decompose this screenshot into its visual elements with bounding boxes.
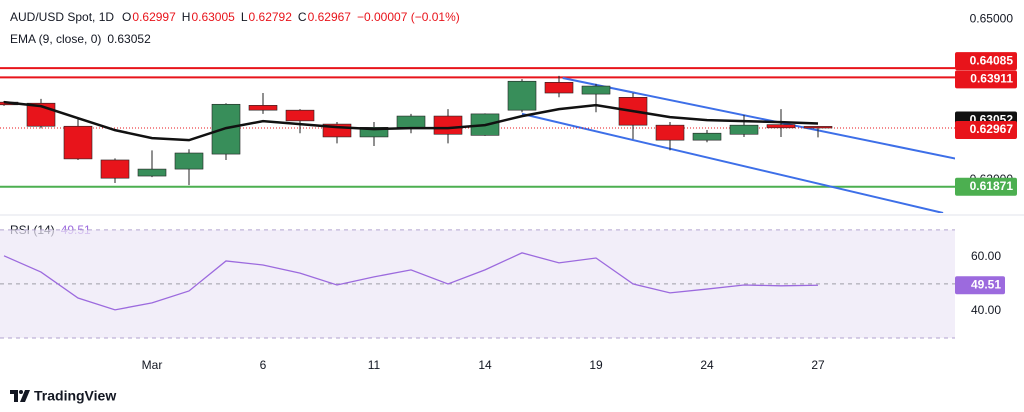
legend-text: O [122,10,131,24]
candle-body [100,159,130,179]
candle-body [507,80,537,111]
candle-body [581,85,611,95]
price-label: 0.61871 [970,179,1014,193]
candle-body [137,168,167,177]
legend-text: 0.62997 [132,10,176,24]
x-tick-label: 14 [478,358,492,372]
legend-value: 0.63052 [107,32,151,46]
y-tick-label: 40.00 [971,303,1001,317]
legend-text: C [298,10,307,24]
legend-text: AUD/USD Spot, 1D [10,10,114,24]
rsi-value-label: 49.51 [971,277,1001,291]
x-tick-label: 19 [589,358,603,372]
x-tick-label: 6 [260,358,267,372]
main-pane [0,67,955,213]
legend-text: L [241,10,248,24]
legend-text: 0.63005 [191,10,235,24]
axes: 0.650000.62000Mar611141924270.640850.639… [142,11,1017,372]
price-label-box [955,70,1017,89]
legend-text: −0.00007 (−0.01%) [357,10,460,24]
rsi-pane [0,229,955,339]
rsi-line [3,252,819,311]
x-tick-label: Mar [142,358,163,372]
candle-body [285,109,315,122]
candle-body [766,124,796,129]
price-label-box [955,276,1005,295]
legend-text: H [182,10,191,24]
trend-line [562,77,955,160]
brand: TradingView [34,388,116,404]
price-label-box [955,177,1017,196]
candle-body [544,82,574,94]
price-label: 0.64085 [970,53,1014,67]
x-tick-label: 24 [700,358,714,372]
price-label-box [955,120,1017,139]
candle-body [359,127,389,138]
candle-body [63,125,93,160]
ema-line [3,100,819,142]
price-label: 0.62967 [970,122,1014,136]
trend-line [521,112,944,213]
y-tick-label: 0.65000 [970,11,1014,25]
legend-text: 0.62792 [249,10,293,24]
candle-body [433,115,463,135]
candle-body [729,124,759,135]
candle-body [248,105,278,111]
x-tick-label: 27 [811,358,825,372]
candle-body [655,124,685,141]
price-label-box [955,52,1017,71]
candle-body [174,152,204,170]
legend-text: 0.62967 [308,10,352,24]
logo: TradingView [10,388,116,404]
price-label: 0.63911 [970,72,1013,86]
y-tick-label: 60.00 [971,249,1001,263]
candle-body [396,115,426,128]
legend-text: EMA (9, close, 0) [10,32,101,46]
candle-body [692,132,722,141]
x-tick-label: 11 [368,358,381,372]
candle-body [803,126,833,129]
